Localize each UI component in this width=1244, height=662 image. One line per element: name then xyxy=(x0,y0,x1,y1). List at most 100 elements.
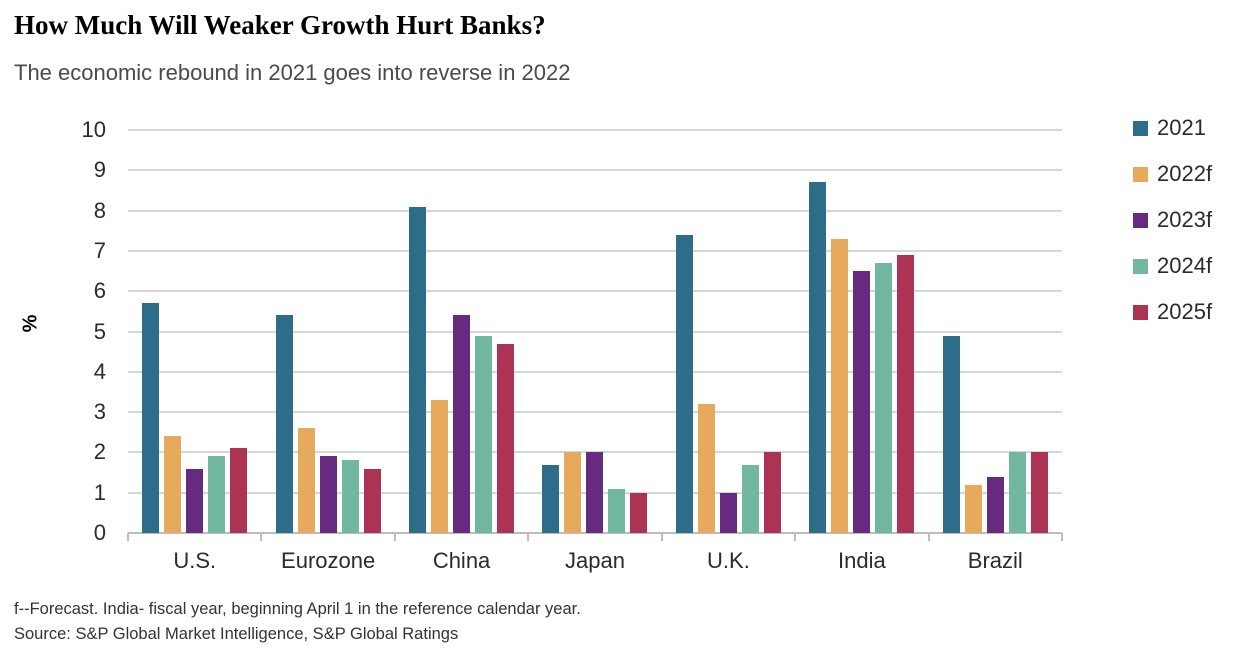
gridline xyxy=(128,330,1062,333)
gridline xyxy=(128,451,1062,454)
bar xyxy=(1030,452,1048,533)
bar xyxy=(964,484,982,533)
bar-group-eurozone xyxy=(261,130,394,533)
gridline xyxy=(128,249,1062,252)
plot-area: U.S. Eurozone China Japan U.K. India Brazil xyxy=(127,129,1063,573)
bar xyxy=(409,206,427,533)
gridline xyxy=(128,532,1062,534)
bar xyxy=(230,448,248,533)
bar xyxy=(142,303,160,533)
bar xyxy=(697,404,715,533)
y-tick-label: 7 xyxy=(93,237,106,263)
bar xyxy=(297,428,315,533)
legend-swatch-icon xyxy=(1133,166,1148,182)
x-tick-label: U.K. xyxy=(707,548,750,573)
x-axis-tick xyxy=(927,533,930,541)
footnote-forecast: f--Forecast. India- fiscal year, beginni… xyxy=(14,600,581,618)
legend: 2021 2022f 2023f 2024f 2025f xyxy=(1133,105,1212,335)
bar xyxy=(897,254,915,533)
x-tick-label: India xyxy=(837,548,886,573)
gridline xyxy=(128,370,1062,373)
bar xyxy=(341,460,359,533)
bar xyxy=(719,492,737,533)
bar xyxy=(763,452,781,533)
bar xyxy=(497,343,515,533)
x-tick-label: China xyxy=(432,548,491,573)
bar xyxy=(608,488,626,533)
chart-subtitle: The economic rebound in 2021 goes into r… xyxy=(14,60,571,85)
legend-item-2022f: 2022f xyxy=(1133,151,1212,197)
x-tick-label: Brazil xyxy=(967,548,1023,573)
y-tick-label: 5 xyxy=(93,318,106,344)
bar-group-india xyxy=(795,130,928,533)
bar xyxy=(942,335,960,533)
x-axis-tick xyxy=(393,533,396,541)
bar-group-uk xyxy=(662,130,795,533)
y-tick-label: 9 xyxy=(93,157,106,183)
bar xyxy=(1008,452,1026,533)
bar xyxy=(986,476,1004,533)
footnotes: f--Forecast. India- fiscal year, beginni… xyxy=(14,597,581,647)
gridline xyxy=(128,169,1062,172)
x-axis-tick xyxy=(260,533,263,541)
y-tick-label: 3 xyxy=(93,399,106,425)
bar-group-japan xyxy=(528,130,661,533)
x-axis-tick xyxy=(127,533,129,541)
legend-label: 2022f xyxy=(1157,161,1213,186)
y-tick-label: 2 xyxy=(93,439,106,465)
y-tick-label: 1 xyxy=(93,479,106,505)
legend-swatch-icon xyxy=(1133,120,1148,136)
bar xyxy=(319,456,337,533)
x-tick-label: U.S. xyxy=(173,548,217,573)
bar xyxy=(275,315,293,533)
bar xyxy=(363,468,381,533)
legend-swatch-icon xyxy=(1133,304,1148,320)
bar xyxy=(586,452,604,533)
x-tick-label: Eurozone xyxy=(281,548,376,573)
gridline xyxy=(128,411,1062,414)
bar xyxy=(186,468,204,533)
legend-item-2024f: 2024f xyxy=(1133,243,1212,289)
y-tick-label: 10 xyxy=(81,117,106,142)
legend-label: 2023f xyxy=(1157,207,1213,232)
legend-swatch-icon xyxy=(1133,212,1148,228)
bar xyxy=(431,400,449,533)
bar xyxy=(741,464,759,533)
bar xyxy=(475,335,493,533)
gridline xyxy=(128,290,1062,293)
bar xyxy=(564,452,582,533)
bar-group-china xyxy=(395,130,528,533)
bar xyxy=(208,456,226,533)
bar xyxy=(831,238,849,533)
legend-label: 2021 xyxy=(1157,115,1206,140)
gridline xyxy=(128,209,1062,212)
bar-group-us xyxy=(128,130,261,533)
footnote-source: Source: S&P Global Market Intelligence, … xyxy=(14,625,459,643)
x-axis-tick xyxy=(527,533,530,541)
bar xyxy=(630,492,648,533)
gridline xyxy=(128,129,1062,131)
y-tick-label: 4 xyxy=(93,358,106,384)
bar xyxy=(875,263,893,533)
legend-swatch-icon xyxy=(1133,258,1148,274)
legend-label: 2025f xyxy=(1157,299,1213,324)
x-axis-tick xyxy=(1061,533,1063,541)
legend-label: 2024f xyxy=(1157,253,1213,278)
y-axis-tick-labels: 0 1 2 3 4 5 6 7 8 9 10 xyxy=(36,117,106,545)
y-tick-label: 6 xyxy=(93,278,106,304)
bar xyxy=(809,182,827,533)
bar xyxy=(853,271,871,533)
x-axis-tick xyxy=(660,533,663,541)
y-tick-label: 0 xyxy=(93,520,106,545)
legend-item-2021: 2021 xyxy=(1133,105,1212,151)
bar-group-brazil xyxy=(929,130,1062,533)
chart-title: How Much Will Weaker Growth Hurt Banks? xyxy=(14,10,546,40)
x-axis-tick xyxy=(794,533,797,541)
bar xyxy=(453,315,471,533)
legend-item-2025f: 2025f xyxy=(1133,289,1212,335)
bar xyxy=(164,436,182,533)
bar xyxy=(675,234,693,533)
legend-item-2023f: 2023f xyxy=(1133,197,1212,243)
bar xyxy=(542,464,560,533)
